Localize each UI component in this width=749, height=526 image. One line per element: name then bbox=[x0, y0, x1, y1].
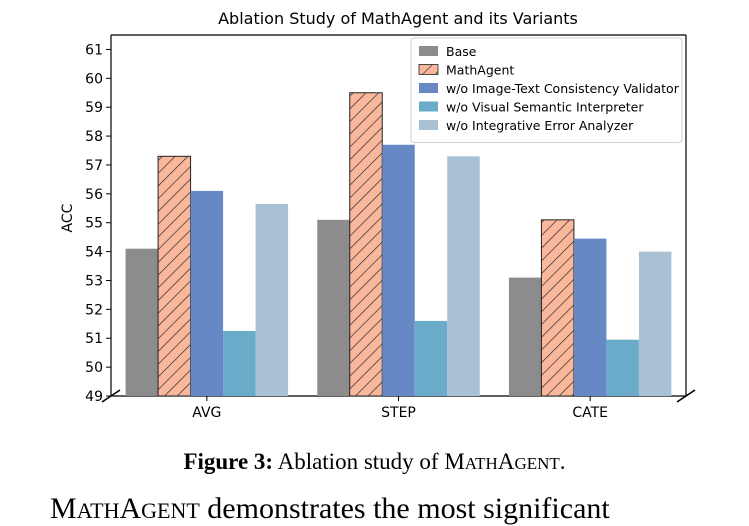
x-tick-label: STEP bbox=[381, 405, 416, 421]
caption-name: MATHAGENT bbox=[444, 449, 560, 474]
legend-box bbox=[410, 37, 683, 143]
y-tick-label: 56 bbox=[85, 187, 103, 203]
legend: Base MathAgent w/o Image-Text Consistency … bbox=[410, 37, 683, 143]
legend-entry: w/o Integrative Error Analyzer bbox=[446, 118, 634, 133]
y-tick-label: 58 bbox=[85, 129, 103, 145]
y-tick-label: 49 bbox=[85, 389, 103, 405]
y-tick-label: 60 bbox=[85, 71, 103, 87]
figure-caption: Figure 3: Ablation study of MATHAGENT. bbox=[0, 449, 749, 475]
y-tick-label: 59 bbox=[85, 100, 103, 116]
y-tick-label: 52 bbox=[85, 302, 103, 318]
bar-hatch bbox=[157, 155, 192, 397]
bar bbox=[414, 320, 448, 396]
legend-entry: Base bbox=[446, 44, 477, 59]
legend-entry: w/o Visual Semantic Interpreter bbox=[446, 100, 644, 115]
legend-entry: MathAgent bbox=[446, 63, 514, 78]
bar bbox=[317, 219, 350, 396]
bar bbox=[638, 251, 672, 396]
bars bbox=[125, 92, 672, 397]
y-tick-label: 57 bbox=[85, 158, 103, 174]
bar bbox=[447, 156, 480, 396]
bar-hatch bbox=[349, 92, 383, 397]
legend-swatch bbox=[419, 46, 438, 56]
axes: 49 50 51 52 53 54 55 56 57 58 59 60 61 AVG STEP CATE bbox=[85, 34, 696, 421]
legend-swatch-hatch bbox=[418, 64, 439, 75]
bar bbox=[125, 248, 159, 396]
legend-swatch bbox=[419, 83, 438, 93]
bar bbox=[508, 277, 542, 396]
caption-period: . bbox=[559, 449, 566, 474]
bar bbox=[573, 238, 607, 396]
y-tick-label: 50 bbox=[85, 360, 103, 376]
x-tick-label: AVG bbox=[192, 405, 221, 421]
ablation-bar-chart: Ablation Study of MathAgent and its Vari… bbox=[60, 9, 696, 421]
bar bbox=[382, 144, 415, 396]
bar bbox=[223, 331, 256, 396]
y-tick-label: 61 bbox=[85, 42, 103, 58]
body-text-line: MATHAGENT demonstrates the most signific… bbox=[50, 492, 610, 525]
bar bbox=[606, 339, 639, 396]
legend-swatch bbox=[419, 101, 438, 112]
x-tick-label: CATE bbox=[572, 405, 608, 421]
y-tick-label: 55 bbox=[85, 216, 103, 232]
y-tick-label: 54 bbox=[85, 245, 103, 261]
y-tick-label: 51 bbox=[85, 331, 103, 347]
legend-swatch bbox=[419, 120, 438, 130]
y-tick-label: 53 bbox=[85, 273, 103, 289]
caption-label: Figure 3: bbox=[183, 449, 274, 474]
axis-break-mark-right bbox=[676, 389, 696, 403]
bar bbox=[255, 203, 289, 396]
chart-title: Ablation Study of MathAgent and its Vari… bbox=[218, 9, 578, 28]
bar bbox=[190, 190, 224, 396]
bar-hatch bbox=[540, 219, 575, 397]
y-axis-label: ACC bbox=[60, 203, 76, 232]
caption-text: Ablation study of bbox=[277, 449, 439, 474]
legend-entry: w/o Image-Text Consistency Validator bbox=[446, 81, 680, 96]
